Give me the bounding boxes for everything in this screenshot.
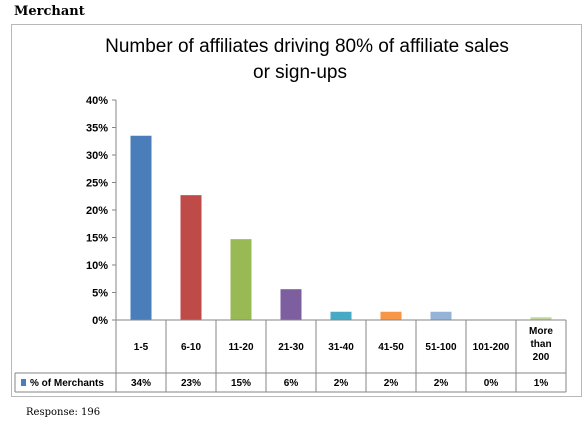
data-value-label: 2% [434,378,449,389]
bar [180,195,202,320]
data-value-label: 0% [484,378,499,389]
y-tick-label: 5% [92,288,108,300]
x-category-label: 6-10 [181,342,201,353]
bar [330,311,352,320]
chart-title-line2: or sign-ups [253,62,347,83]
footer-note: Response: 196 [26,407,101,418]
data-value-label: 15% [231,378,251,389]
bar [280,289,302,320]
bar [430,311,452,320]
chart-title-line1: Number of affiliates driving 80% of affi… [105,36,509,57]
legend-series-name: % of Merchants [30,378,104,389]
x-category-label: More than 200 [529,326,553,363]
y-tick-label: 40% [86,95,108,107]
chart-frame [11,24,582,397]
y-tick-label: 20% [86,205,108,217]
bar [380,311,402,320]
legend-marker [21,379,26,386]
data-value-label: 2% [334,378,349,389]
data-value-label: 2% [384,378,399,389]
x-category-label: 101-200 [473,342,510,353]
x-category-label: 51-100 [425,342,457,353]
data-value-label: 23% [181,378,201,389]
bar [530,317,552,320]
y-tick-label: 10% [86,260,108,272]
header-label: Merchant [14,4,85,19]
y-tick-label: 25% [86,178,108,190]
y-tick-label: 35% [86,123,108,135]
x-category-label: 11-20 [228,342,253,353]
data-value-label: 34% [131,378,151,389]
x-category-label: 31-40 [328,342,354,353]
x-category-label: 41-50 [378,342,404,353]
x-category-label: 21-30 [278,342,304,353]
y-tick-label: 0% [92,315,108,327]
bar [130,135,152,320]
data-value-label: 1% [534,378,549,389]
x-category-label: 1-5 [134,342,149,353]
y-tick-label: 15% [86,233,108,245]
bar [230,239,252,320]
data-value-label: 6% [284,378,299,389]
y-tick-label: 30% [86,150,108,162]
